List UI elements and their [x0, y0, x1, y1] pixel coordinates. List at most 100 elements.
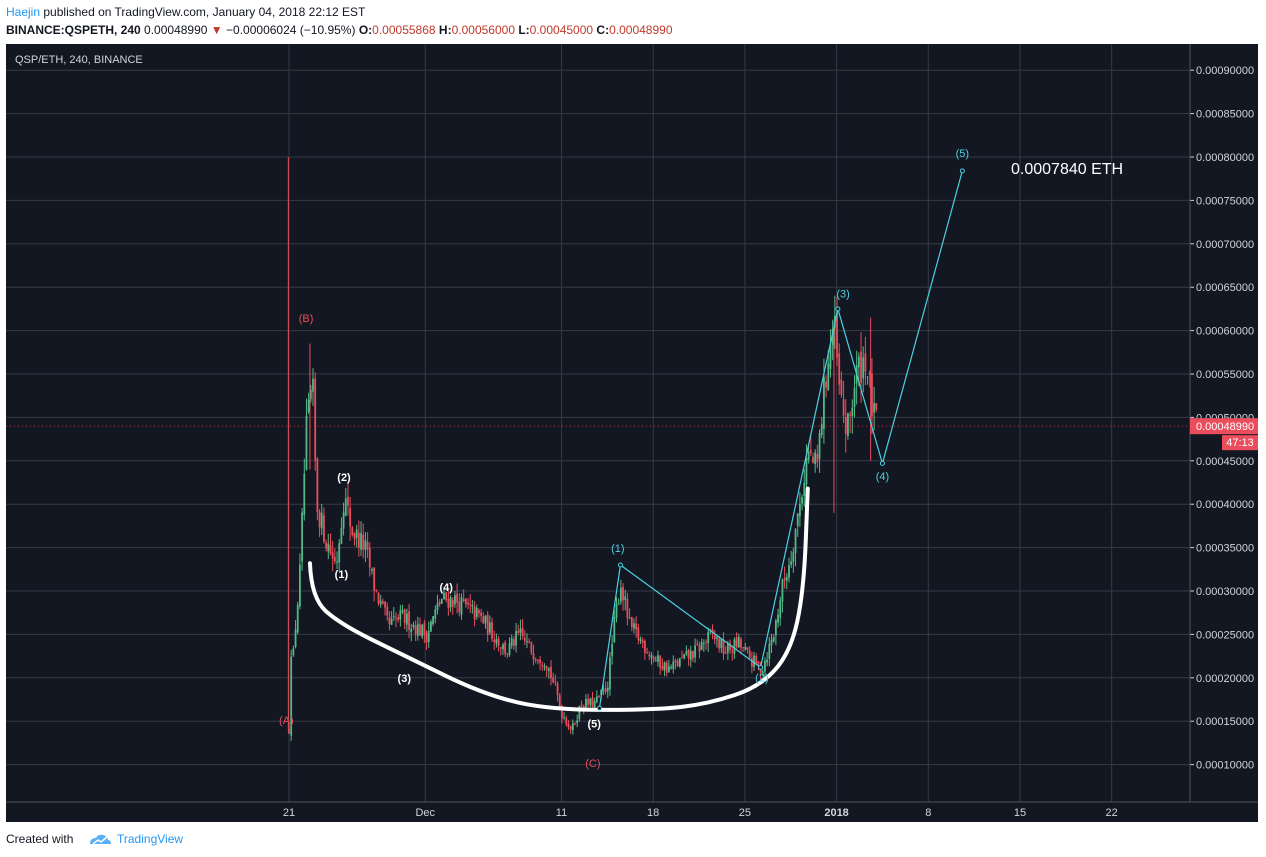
- candle-body: [805, 458, 808, 485]
- candle-body: [451, 599, 454, 608]
- candle-body: [547, 668, 550, 671]
- wave-label: (2): [755, 672, 768, 684]
- candle-body: [510, 638, 513, 646]
- candle-body: [475, 607, 478, 617]
- candle-body: [831, 329, 834, 346]
- candle-body: [458, 601, 461, 613]
- low-value: 0.00045000: [529, 23, 594, 37]
- candle-body: [567, 723, 570, 727]
- publish-line: Haejin published on TradingView.com, Jan…: [6, 5, 365, 19]
- candle-body: [737, 637, 740, 648]
- candle-body: [440, 599, 443, 604]
- wave-label: (4): [439, 582, 453, 594]
- countdown-value: 47:13: [1226, 437, 1254, 449]
- x-tick-label: 15: [1014, 807, 1026, 819]
- candle-body: [602, 688, 605, 690]
- candle-body: [740, 639, 742, 648]
- candle-body: [652, 657, 655, 660]
- candle-body: [716, 637, 718, 639]
- candle-body: [829, 345, 832, 370]
- wave-point: [617, 562, 623, 568]
- candle-body: [622, 587, 624, 601]
- candle-body: [643, 640, 646, 653]
- y-tick-label: 0.00075000: [1196, 195, 1254, 207]
- candle-body: [606, 687, 609, 692]
- wave-point: [596, 705, 602, 711]
- last-price-value: 0.00048990: [1196, 421, 1254, 433]
- candle-body: [390, 618, 393, 625]
- low-label: L:: [518, 23, 530, 37]
- candle-body: [294, 629, 297, 647]
- candle-body: [849, 414, 852, 416]
- candle-body: [820, 424, 823, 435]
- symbol-title: BINANCE:QSPETH, 240: [6, 23, 141, 37]
- y-tick-label: 0.00085000: [1196, 109, 1254, 121]
- candle-body: [443, 592, 445, 600]
- candle-body: [303, 473, 306, 515]
- candle-body: [871, 373, 873, 417]
- candle-body: [478, 610, 480, 614]
- candle-body: [576, 720, 579, 724]
- candle-body: [537, 659, 539, 661]
- wave-point: [879, 460, 885, 466]
- candle-body: [519, 628, 522, 633]
- candle-body: [464, 598, 467, 605]
- tradingview-link[interactable]: TradingView: [117, 832, 184, 846]
- candle-body: [488, 622, 491, 633]
- candle-body: [768, 644, 771, 660]
- candle-body: [395, 617, 397, 619]
- candle-body: [414, 625, 417, 635]
- candle-body: [497, 638, 500, 647]
- candle-body: [840, 379, 843, 395]
- candle-body: [847, 413, 849, 436]
- candle-body: [545, 666, 548, 670]
- candle-body: [713, 635, 716, 640]
- candle-body: [613, 617, 616, 642]
- publish-info: published on TradingView.com, January 04…: [43, 5, 366, 19]
- candle-body: [770, 639, 773, 646]
- candle-body: [639, 638, 642, 642]
- candle-body: [397, 617, 400, 620]
- candle-body: [857, 356, 860, 368]
- candle-body: [873, 403, 876, 413]
- candle-body: [377, 593, 380, 604]
- candle-body: [598, 695, 600, 697]
- candle-body: [462, 599, 465, 602]
- wave-projection-line: [598, 170, 963, 709]
- candle-body: [619, 587, 622, 602]
- candle-body: [836, 312, 838, 358]
- candle-body: [814, 452, 817, 465]
- close-label: C:: [596, 23, 610, 37]
- y-tick-label: 0.00060000: [1196, 326, 1254, 338]
- wave-label: (C): [585, 758, 600, 770]
- author-link[interactable]: Haejin: [6, 5, 41, 19]
- candle-body: [526, 641, 528, 643]
- y-tick-label: 0.00020000: [1196, 673, 1254, 685]
- candle-body: [399, 610, 402, 620]
- candle-body: [757, 661, 760, 664]
- candle-body: [384, 601, 386, 608]
- candle-body: [323, 515, 325, 543]
- y-tick-label: 0.00045000: [1196, 456, 1254, 468]
- y-tick-label: 0.00040000: [1196, 499, 1254, 511]
- candle-body: [460, 597, 463, 615]
- candle-body: [700, 642, 703, 651]
- candle-body: [683, 654, 686, 659]
- x-tick-label: 22: [1106, 807, 1118, 819]
- candle-body: [447, 598, 450, 608]
- chart-panel[interactable]: [6, 44, 1258, 822]
- candle-body: [678, 658, 681, 667]
- candle-body: [515, 631, 517, 646]
- candle-body: [722, 639, 725, 654]
- wave-label: (3): [836, 289, 849, 301]
- candle-body: [344, 498, 347, 516]
- candle-body: [410, 628, 413, 633]
- candle-body: [794, 529, 797, 553]
- candle-body: [292, 648, 295, 656]
- candle-body: [635, 623, 638, 630]
- candle-body: [299, 564, 301, 607]
- candle-body: [868, 371, 871, 375]
- candle-body: [508, 643, 511, 655]
- candle-body: [648, 654, 651, 656]
